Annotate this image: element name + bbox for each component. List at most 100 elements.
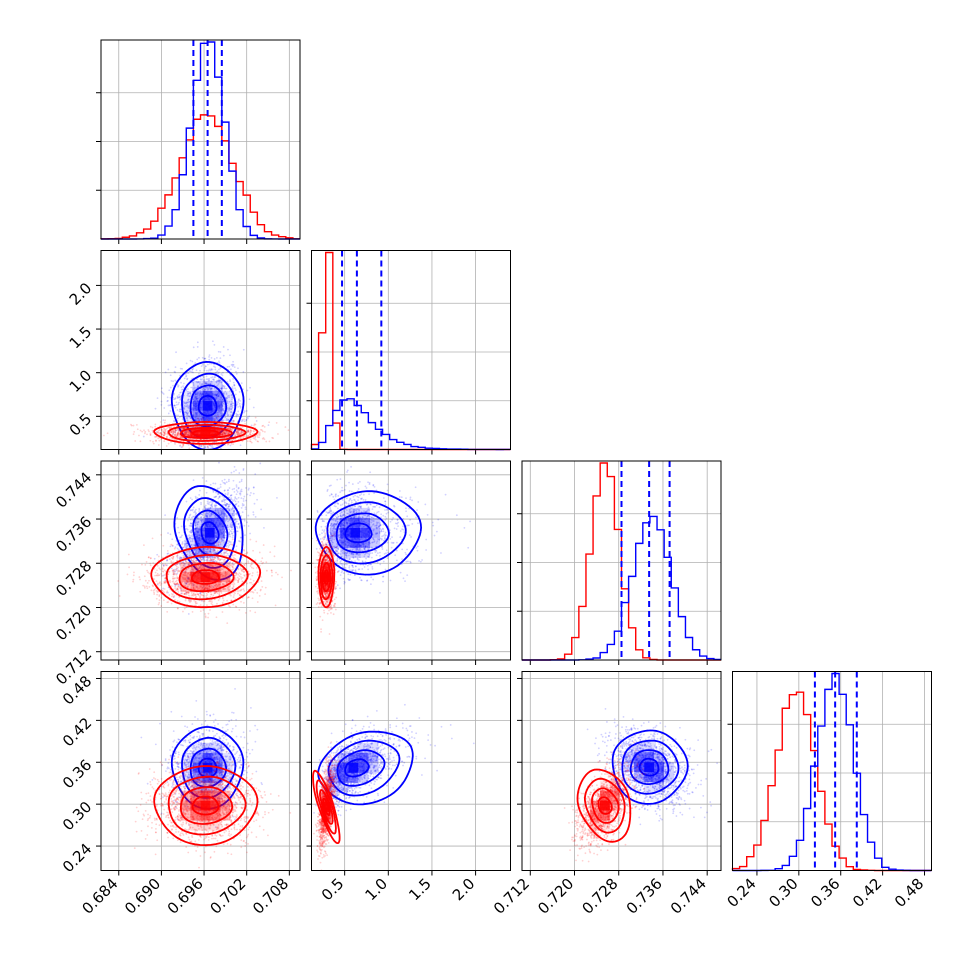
scatter-point	[192, 584, 195, 586]
scatter-point	[237, 401, 239, 403]
scatter-point	[227, 395, 229, 397]
scatter-point	[220, 447, 222, 450]
scatter-point	[263, 438, 266, 441]
scatter-point	[200, 419, 203, 422]
scatter-point	[216, 413, 219, 416]
scatter-point	[205, 375, 208, 378]
scatter-point	[196, 397, 199, 400]
scatter-point	[185, 420, 188, 423]
scatter-point	[198, 507, 201, 510]
scatter-point	[214, 496, 217, 498]
scatter-point	[132, 433, 135, 436]
scatter-point	[180, 436, 183, 438]
scatter-point	[223, 514, 226, 517]
scatter-point	[198, 509, 201, 511]
scatter-point	[201, 513, 204, 516]
scatter-point	[242, 469, 245, 471]
scatter-point	[174, 433, 177, 436]
scatter-point	[209, 483, 212, 486]
scatter-point	[154, 435, 157, 438]
scatter-point	[158, 599, 161, 602]
x-tick-label: 0.30	[765, 875, 801, 911]
scatter-point	[160, 428, 163, 431]
scatter-point	[220, 373, 223, 375]
scatter-point	[184, 433, 186, 436]
scatter-point	[181, 427, 184, 430]
scatter-point	[235, 498, 238, 500]
scatter-point	[232, 596, 235, 598]
scatter-point	[177, 429, 179, 432]
scatter-point	[178, 410, 181, 413]
scatter-point	[217, 379, 220, 382]
scatter-point	[183, 431, 186, 434]
scatter-point	[238, 429, 241, 432]
scatter-point	[204, 504, 207, 507]
scatter-point	[136, 428, 139, 431]
scatter-point	[228, 532, 230, 535]
scatter-point	[177, 432, 180, 435]
scatter-point	[217, 544, 220, 546]
scatter-point	[185, 417, 188, 419]
scatter-point	[183, 402, 185, 404]
scatter-point	[190, 411, 193, 414]
scatter-point	[208, 514, 211, 516]
scatter-point	[237, 431, 240, 434]
scatter-point	[186, 399, 189, 402]
scatter-point	[229, 380, 232, 383]
scatter-point	[185, 414, 188, 417]
scatter-point	[169, 396, 172, 399]
scatter-point	[204, 365, 207, 368]
scatter-point	[260, 560, 263, 563]
scatter-point	[167, 368, 170, 371]
scatter-point	[223, 501, 226, 504]
scatter-point	[179, 445, 181, 447]
scatter-point	[195, 393, 197, 396]
scatter-point	[195, 413, 198, 415]
scatter-point	[201, 383, 204, 385]
scatter-point	[132, 424, 135, 427]
y-tick-label: 2.0	[66, 279, 96, 309]
scatter-point	[162, 429, 165, 432]
scatter-point	[173, 370, 176, 373]
scatter-point	[216, 389, 218, 392]
scatter-point	[162, 599, 165, 602]
scatter-point	[197, 417, 199, 420]
scatter-point	[239, 573, 242, 576]
density-bin	[222, 400, 233, 411]
scatter-point	[178, 429, 181, 431]
scatter-point	[178, 428, 181, 431]
scatter-point	[211, 340, 214, 343]
scatter-point	[228, 509, 231, 512]
scatter-point	[228, 478, 230, 481]
scatter-point	[176, 439, 179, 442]
marginal-panel-1	[306, 250, 511, 455]
scatter-point	[181, 543, 184, 546]
scatter-point	[200, 419, 203, 422]
scatter-point	[199, 391, 202, 394]
scatter-point	[180, 592, 183, 595]
scatter-point	[187, 414, 190, 417]
scatter-point	[253, 435, 256, 438]
scatter-point	[211, 446, 213, 448]
scatter-point	[256, 498, 258, 501]
scatter-point	[211, 368, 214, 371]
scatter-point	[221, 433, 224, 435]
scatter-point	[247, 514, 250, 517]
scatter-point	[230, 411, 233, 413]
scatter-point	[196, 397, 199, 400]
scatter-point	[245, 499, 247, 502]
scatter-point	[233, 384, 236, 387]
scatter-point	[231, 396, 234, 399]
scatter-point	[205, 480, 208, 482]
scatter-point	[189, 370, 192, 373]
scatter-point	[209, 504, 212, 507]
scatter-point	[250, 429, 253, 432]
scatter-point	[221, 429, 224, 432]
density-bin	[222, 410, 233, 421]
scatter-point	[229, 428, 232, 430]
scatter-point	[228, 409, 231, 412]
scatter-point	[227, 520, 229, 523]
scatter-point	[175, 435, 178, 437]
scatter-point	[215, 411, 218, 414]
scatter-point	[226, 518, 229, 520]
